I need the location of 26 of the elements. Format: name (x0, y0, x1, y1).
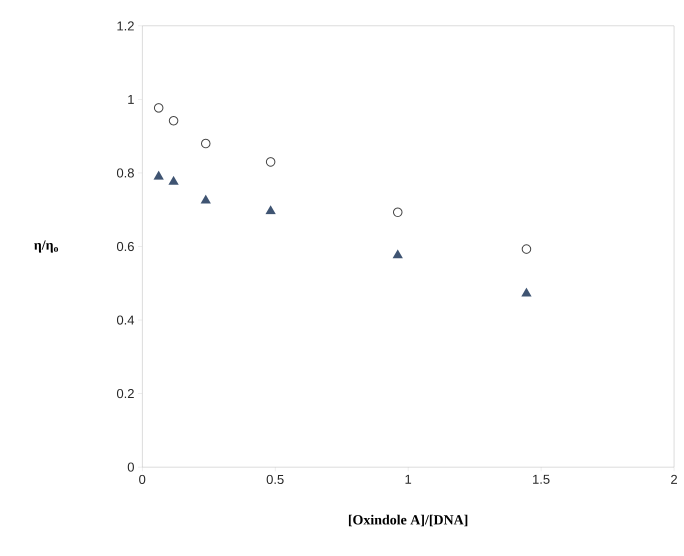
point (154, 103, 164, 113)
y-tick-label: 0.6 (116, 242, 134, 252)
x-tick-label: 1.5 (533, 474, 550, 484)
point (168, 116, 178, 126)
y-tick-label: 0.8 (116, 168, 134, 178)
y-tick-label: 1 (128, 95, 134, 104)
x-tick-label: 2 (671, 474, 677, 484)
y-tick-label: 0.4 (116, 316, 134, 325)
x-tick-label: 1 (405, 474, 412, 484)
point (200, 138, 211, 148)
y-tick-label: 1.2 (117, 21, 134, 31)
point (266, 157, 276, 167)
y-axis-title: η/η$_{o}$ (34, 240, 58, 253)
point (522, 288, 532, 297)
point (200, 195, 211, 204)
y-tick-label: 0.2 (116, 389, 134, 398)
point (392, 208, 403, 218)
x-axis-title: [Oxindole A]/[DNA] (348, 514, 468, 526)
x-tick-label: 0.5 (266, 474, 284, 484)
point (522, 244, 532, 254)
point (266, 206, 276, 214)
point (168, 176, 178, 185)
point (154, 171, 164, 180)
y-tick-label: 0 (128, 462, 134, 472)
point (392, 250, 403, 258)
x-tick-label: 0 (139, 474, 146, 484)
